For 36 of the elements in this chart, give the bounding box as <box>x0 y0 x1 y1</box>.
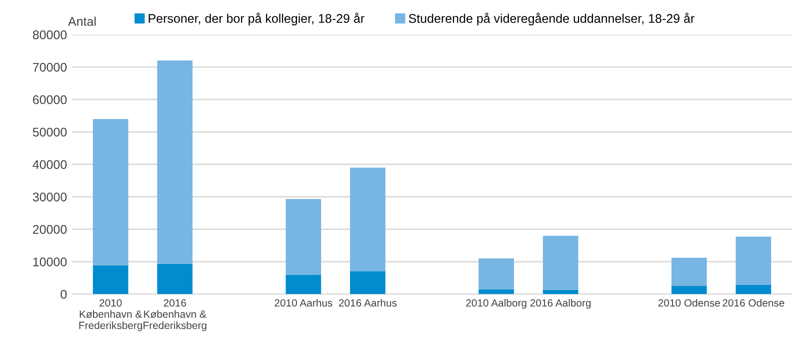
bar <box>350 168 386 272</box>
bar <box>92 265 128 294</box>
x-tick-label: 2010 Aarhus <box>274 298 332 307</box>
x-tick-label: 2016 København & Frederiksberg <box>144 299 206 332</box>
bar <box>157 264 193 294</box>
legend-label: Studerende på videregående uddannelser, 18-29 år <box>408 12 694 26</box>
y-tick-label: 80000 <box>32 30 67 40</box>
bar <box>671 286 707 294</box>
y-tick-label: 50000 <box>32 128 67 137</box>
y-tick-label: 60000 <box>33 95 67 104</box>
bar <box>286 274 322 294</box>
y-tick-label: 30000 <box>32 192 67 202</box>
bar <box>478 289 514 294</box>
x-tick-label: 2010 Aalborg <box>466 298 526 309</box>
x-tick-label: 2016 Aarhus <box>338 298 397 307</box>
y-axis-title: Antal <box>68 16 96 26</box>
bar <box>350 271 386 294</box>
bar <box>478 258 514 290</box>
y-tick-label: 40000 <box>32 160 67 169</box>
x-tick-label: 2016 Odense <box>722 298 784 307</box>
bar <box>157 60 193 264</box>
bar <box>736 236 772 286</box>
x-tick-label: 2010 Odense <box>658 298 720 307</box>
bar <box>542 236 578 290</box>
y-tick-label: 0 <box>60 290 67 299</box>
bar <box>736 285 772 294</box>
x-tick-label: 2010 København & Frederiksberg <box>79 299 142 332</box>
y-tick-label: 20000 <box>33 225 67 234</box>
x-tick-label: 2016 Aalborg <box>530 298 591 309</box>
bar <box>542 290 578 294</box>
bar <box>92 118 128 266</box>
legend-label: Personer, der bor på kollegier, 18-29 år <box>148 12 364 26</box>
y-tick-label: 10000 <box>33 257 67 266</box>
bar <box>671 258 707 286</box>
bar <box>286 199 322 275</box>
y-tick-label: 70000 <box>33 62 67 72</box>
